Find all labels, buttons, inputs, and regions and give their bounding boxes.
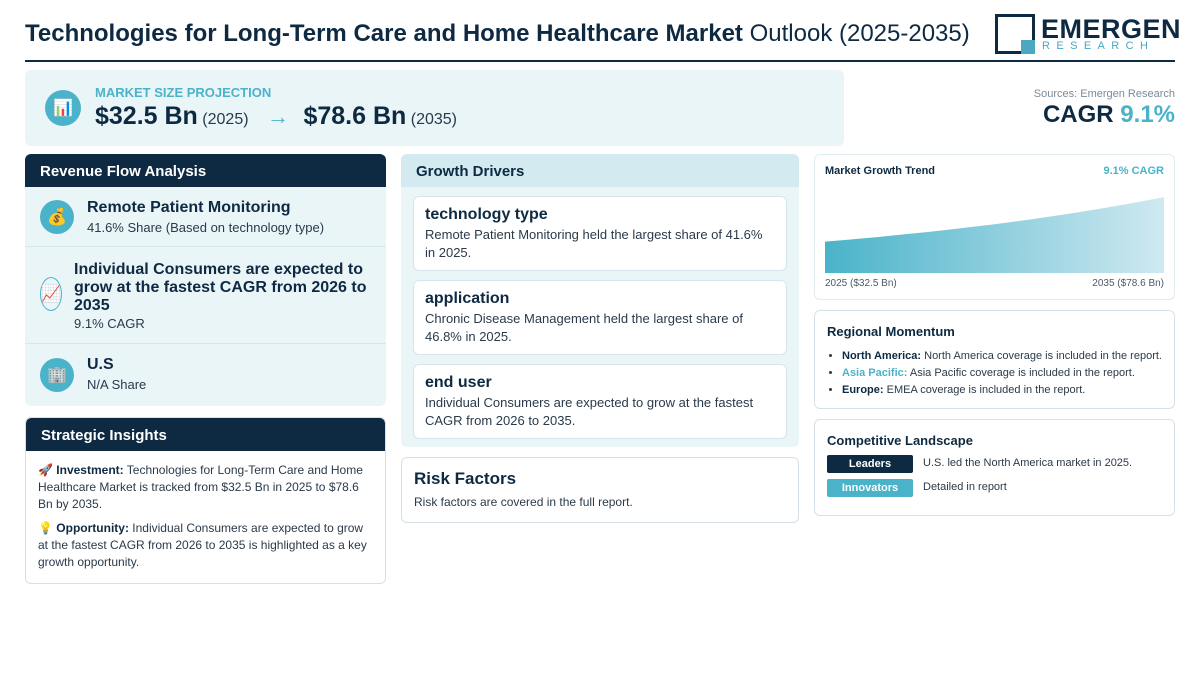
- risk-text: Risk factors are covered in the full rep…: [414, 495, 633, 509]
- innovators-badge: Innovators: [827, 479, 913, 497]
- cagr-label: CAGR: [1042, 101, 1114, 128]
- risk-title: Risk Factors: [414, 469, 517, 488]
- building-icon: 🏢: [40, 358, 74, 392]
- opportunity-label: Opportunity:: [56, 521, 129, 535]
- logo-mark-icon: [995, 14, 1035, 54]
- driver-text: Remote Patient Monitoring held the large…: [425, 227, 763, 260]
- title-bold: Technologies for Long-Term Care and Home…: [25, 20, 743, 47]
- leaders-text: U.S. led the North America market in 202…: [923, 457, 1133, 469]
- driver-text: Individual Consumers are expected to gro…: [425, 395, 754, 428]
- projection-label: MARKET SIZE PROJECTION: [95, 85, 272, 100]
- market-size-projection: 📊 MARKET SIZE PROJECTION $32.5 Bn (2025)…: [25, 70, 844, 146]
- driver-text: Chronic Disease Management held the larg…: [425, 311, 743, 344]
- revenue-item-sub: N/A Share: [87, 377, 147, 392]
- competitive-landscape-panel: Competitive Landscape Leaders U.S. led t…: [814, 419, 1175, 516]
- cagr-summary: Sources: Emergen Research CAGR 9.1%: [1034, 88, 1175, 129]
- revenue-item-title: U.S: [87, 356, 114, 373]
- revenue-item-title: Individual Consumers are expected to gro…: [74, 261, 367, 314]
- region-name: Asia Pacific:: [842, 367, 908, 379]
- competitive-row: Leaders U.S. led the North America marke…: [827, 455, 1167, 473]
- chart-title: Market Growth Trend: [825, 165, 936, 177]
- competitive-row: Innovators Detailed in report: [827, 479, 1167, 497]
- trend-area-svg: [825, 197, 1164, 273]
- lightbulb-icon: 💡: [38, 521, 53, 535]
- logo-sub: RESEARCH: [1042, 40, 1155, 52]
- revenue-item-sub: 41.6% Share (Based on technology type): [87, 220, 325, 235]
- cagr-line: CAGR 9.1%: [1034, 101, 1175, 129]
- trend-area: [825, 197, 1164, 273]
- revenue-flow-panel: Revenue Flow Analysis 💰 Remote Patient M…: [25, 154, 386, 406]
- regional-list: North America: North America coverage is…: [842, 348, 1172, 399]
- header: Technologies for Long-Term Care and Home…: [25, 12, 1181, 62]
- logo: EMERGEN RESEARCH: [995, 14, 1181, 56]
- arrow-right-icon: →: [267, 104, 289, 129]
- revenue-heading: Revenue Flow Analysis: [25, 154, 386, 187]
- regional-momentum-panel: Regional Momentum North America: North A…: [814, 310, 1175, 409]
- market-growth-trend-chart: Market Growth Trend 9.1% CAGR 2025 ($32.…: [814, 154, 1175, 300]
- innovators-text: Detailed in report: [923, 481, 1007, 493]
- regional-item: North America: North America coverage is…: [842, 348, 1172, 365]
- region-text: North America coverage is included in th…: [924, 350, 1162, 362]
- regional-item: Asia Pacific: Asia Pacific coverage is i…: [842, 365, 1172, 382]
- driver-title: technology type: [425, 206, 548, 223]
- driver-title: application: [425, 290, 510, 307]
- revenue-item: 📈 Individual Consumers are expected to g…: [25, 247, 386, 344]
- revenue-item-sub: 9.1% CAGR: [74, 316, 145, 331]
- investment-label: Investment:: [56, 463, 124, 477]
- opportunity-text: Individual Consumers are expected to gro…: [38, 521, 367, 569]
- revenue-item: 🏢 U.S N/A Share: [25, 344, 386, 406]
- region-name: Europe:: [842, 384, 884, 396]
- projection-values: $32.5 Bn (2025) → $78.6 Bn (2035): [95, 102, 457, 131]
- revenue-item: 💰 Remote Patient Monitoring 41.6% Share …: [25, 187, 386, 247]
- risk-factors-panel: Risk Factors Risk factors are covered in…: [401, 457, 799, 523]
- chart-start-label: 2025 ($32.5 Bn): [825, 278, 897, 289]
- driver-card: application Chronic Disease Management h…: [413, 280, 787, 355]
- end-year: (2035): [410, 111, 457, 128]
- insights-heading: Strategic Insights: [26, 418, 385, 451]
- cagr-value: 9.1%: [1120, 101, 1175, 128]
- regional-item: Europe: EMEA coverage is included in the…: [842, 382, 1172, 399]
- investment-text: Technologies for Long-Term Care and Home…: [38, 463, 363, 511]
- driver-title: end user: [425, 374, 492, 391]
- logo-name: EMERGEN: [1041, 14, 1182, 44]
- driver-card: technology type Remote Patient Monitorin…: [413, 196, 787, 271]
- investment-insight: 🚀 Investment: Technologies for Long-Term…: [38, 462, 376, 513]
- start-year: (2025): [202, 111, 249, 128]
- start-value: $32.5 Bn: [95, 102, 198, 130]
- page-title: Technologies for Long-Term Care and Home…: [25, 20, 970, 48]
- money-bag-icon: 💰: [40, 200, 74, 234]
- revenue-item-title: Remote Patient Monitoring: [87, 199, 291, 216]
- regional-heading: Regional Momentum: [827, 324, 955, 339]
- trend-up-icon: 📈: [40, 277, 62, 311]
- drivers-heading: Growth Drivers: [401, 154, 799, 187]
- chart-cagr: 9.1% CAGR: [1103, 165, 1164, 177]
- region-name: North America:: [842, 350, 922, 362]
- region-text: EMEA coverage is included in the report.: [886, 384, 1086, 396]
- growth-drivers-panel: Growth Drivers technology type Remote Pa…: [401, 154, 799, 447]
- leaders-badge: Leaders: [827, 455, 913, 473]
- title-light: Outlook (2025-2035): [749, 20, 970, 47]
- opportunity-insight: 💡 Opportunity: Individual Consumers are …: [38, 520, 376, 571]
- end-value: $78.6 Bn: [303, 102, 407, 130]
- region-text: Asia Pacific coverage is included in the…: [909, 367, 1135, 379]
- sources-text: Sources: Emergen Research: [1033, 88, 1175, 100]
- bar-chart-icon: 📊: [45, 90, 81, 126]
- rocket-icon: 🚀: [38, 463, 53, 477]
- competitive-heading: Competitive Landscape: [827, 433, 973, 448]
- chart-end-label: 2035 ($78.6 Bn): [1092, 278, 1164, 289]
- driver-card: end user Individual Consumers are expect…: [413, 364, 787, 439]
- strategic-insights-panel: Strategic Insights 🚀 Investment: Technol…: [25, 417, 386, 584]
